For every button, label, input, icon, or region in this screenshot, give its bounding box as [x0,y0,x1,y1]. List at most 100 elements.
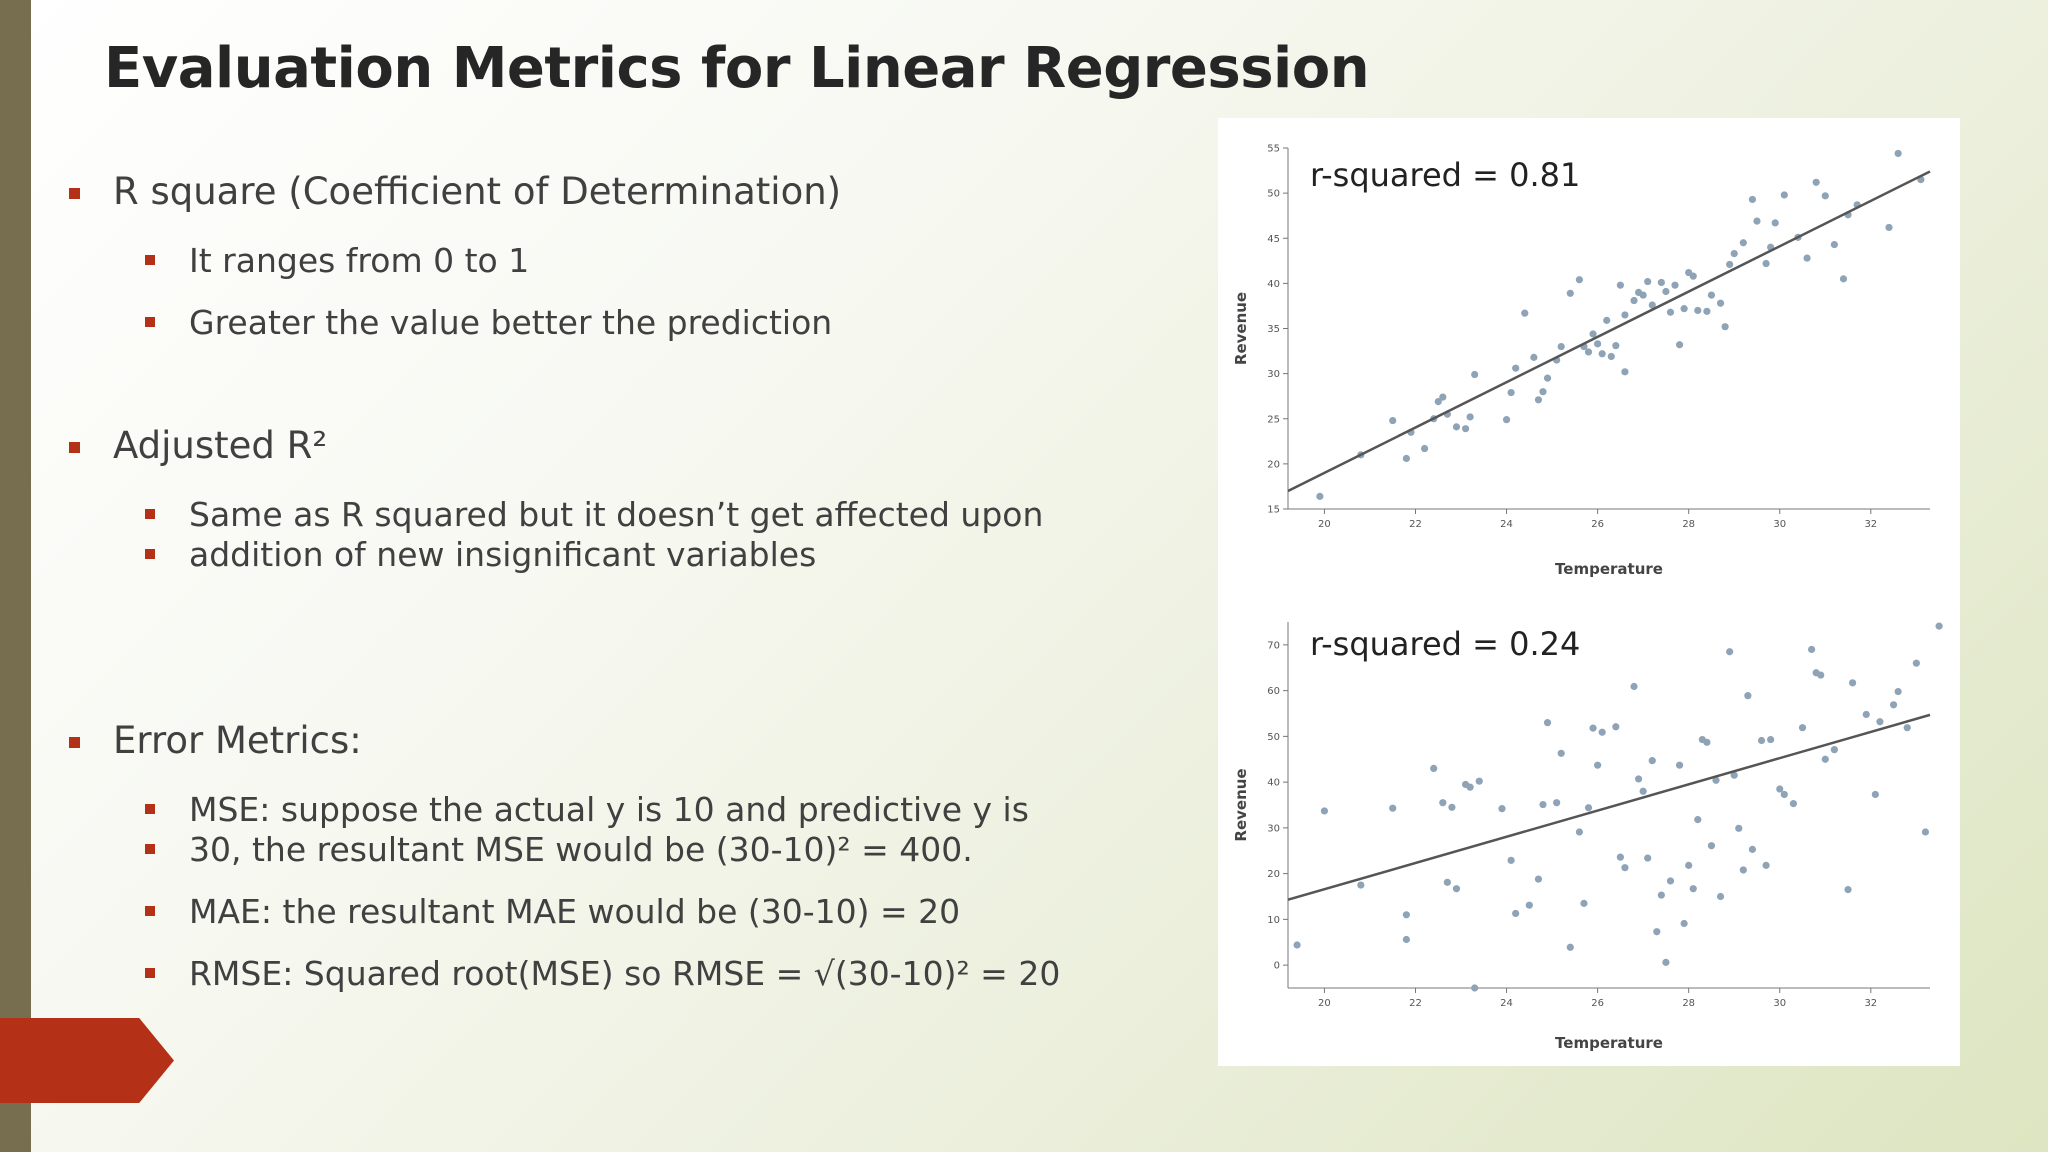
data-point [1730,771,1738,779]
y-axis-label: Revenue [1232,292,1250,365]
y-tick-label: 30 [1267,369,1280,380]
data-point [1612,723,1620,731]
data-point [1589,724,1597,732]
data-point [1616,281,1624,289]
data-point [1644,854,1652,862]
data-point [1543,719,1552,727]
x-axis-label: Temperature [1555,560,1663,578]
data-point [1921,828,1930,836]
y-tick-label: 60 [1267,686,1280,697]
data-point [1726,260,1734,269]
data-point [1694,816,1702,824]
x-tick-label: 28 [1682,519,1695,530]
x-tick-label: 24 [1500,519,1513,530]
data-point [1357,881,1365,889]
data-point [1594,761,1602,769]
data-point [1885,223,1893,232]
bullet-error-metrics: Error Metrics: [69,719,362,762]
y-tick-label: 40 [1267,279,1280,290]
data-point [1748,195,1757,204]
data-point [1389,416,1397,425]
data-point [1443,878,1451,886]
bullet-adjusted-r2: Adjusted R² [68,424,328,467]
data-point [1534,875,1543,883]
x-tick-label: 32 [1864,519,1877,530]
data-point [1662,287,1670,296]
data-point [1630,682,1638,691]
data-point [1498,805,1506,813]
data-point [1557,749,1565,757]
data-point [1707,842,1716,850]
data-point [1694,306,1702,315]
data-point [1735,824,1743,832]
data-point [1821,755,1829,763]
data-point [1471,370,1479,379]
data-point [1675,761,1684,769]
data-point [1320,807,1329,815]
data-point [1466,413,1474,421]
data-point [1616,853,1624,861]
data-point [1839,275,1848,283]
data-point [1657,278,1665,287]
x-tick-label: 28 [1682,998,1695,1009]
data-point [1471,984,1479,992]
data-point [1703,738,1711,746]
data-point [1657,891,1665,899]
bullet-r-square: R square (Coefficient of Determination) [68,170,842,213]
data-point [1830,746,1838,754]
data-point [1607,352,1615,361]
data-point [1553,799,1561,807]
data-point [1402,911,1410,919]
sub-bullet-mse-continuation: 30, the resultant MSE would be (30-10)² … [145,830,973,869]
data-point [1703,307,1711,315]
arrow-tab-decoration [0,1018,174,1103]
data-point [1603,316,1611,324]
data-point [1707,291,1716,299]
data-point [1575,828,1584,836]
data-point [1507,856,1515,864]
scatter-chart-2: 0 10 20 30 40 50 60 70 20 22 24 26 28 30 32 Temperature… [1232,622,1943,1052]
data-point [1716,892,1725,901]
data-point [1402,935,1410,944]
data-point [1689,272,1697,280]
y-tick-label: 35 [1267,324,1280,335]
y-tick-label: 55 [1267,144,1280,155]
y-tick-label: 40 [1267,778,1280,789]
data-point [1771,219,1779,227]
data-point [1539,800,1547,809]
data-point [1648,757,1656,765]
data-point [1584,804,1593,812]
data-point [1912,659,1920,667]
data-point [1817,671,1825,679]
data-point [1452,423,1461,431]
data-point [1689,885,1697,893]
data-point [1808,645,1816,654]
sub-bullet-mse: MSE: suppose the actual y is 10 and pred… [145,790,1029,829]
data-point [1293,941,1301,949]
data-point [1543,374,1552,382]
data-point [1848,679,1857,687]
data-point [1666,308,1675,316]
data-point [1461,425,1470,433]
data-point [1448,803,1456,811]
x-tick-label: 20 [1318,998,1331,1009]
data-point [1434,398,1442,406]
data-point [1621,311,1629,319]
regression-scatter-figure: 15 20 25 30 35 40 45 50 55 20 22 24 26 28 30 32 Temperat… [1218,118,1960,1066]
data-point [1739,866,1747,874]
data-point [1762,861,1770,869]
r-squared-annotation: r-squared = 0.81 [1310,156,1580,194]
data-point [1521,309,1529,317]
data-point [1639,291,1647,299]
data-point [1530,353,1538,361]
y-tick-label: 50 [1267,732,1280,743]
data-point [1680,919,1688,928]
data-point [1871,790,1879,799]
data-point [1566,943,1574,951]
data-point [1512,909,1520,918]
data-point [1721,323,1729,331]
data-point [1389,804,1397,812]
y-axis-label: Revenue [1232,768,1250,841]
data-point [1757,736,1766,745]
data-point [1876,718,1884,726]
